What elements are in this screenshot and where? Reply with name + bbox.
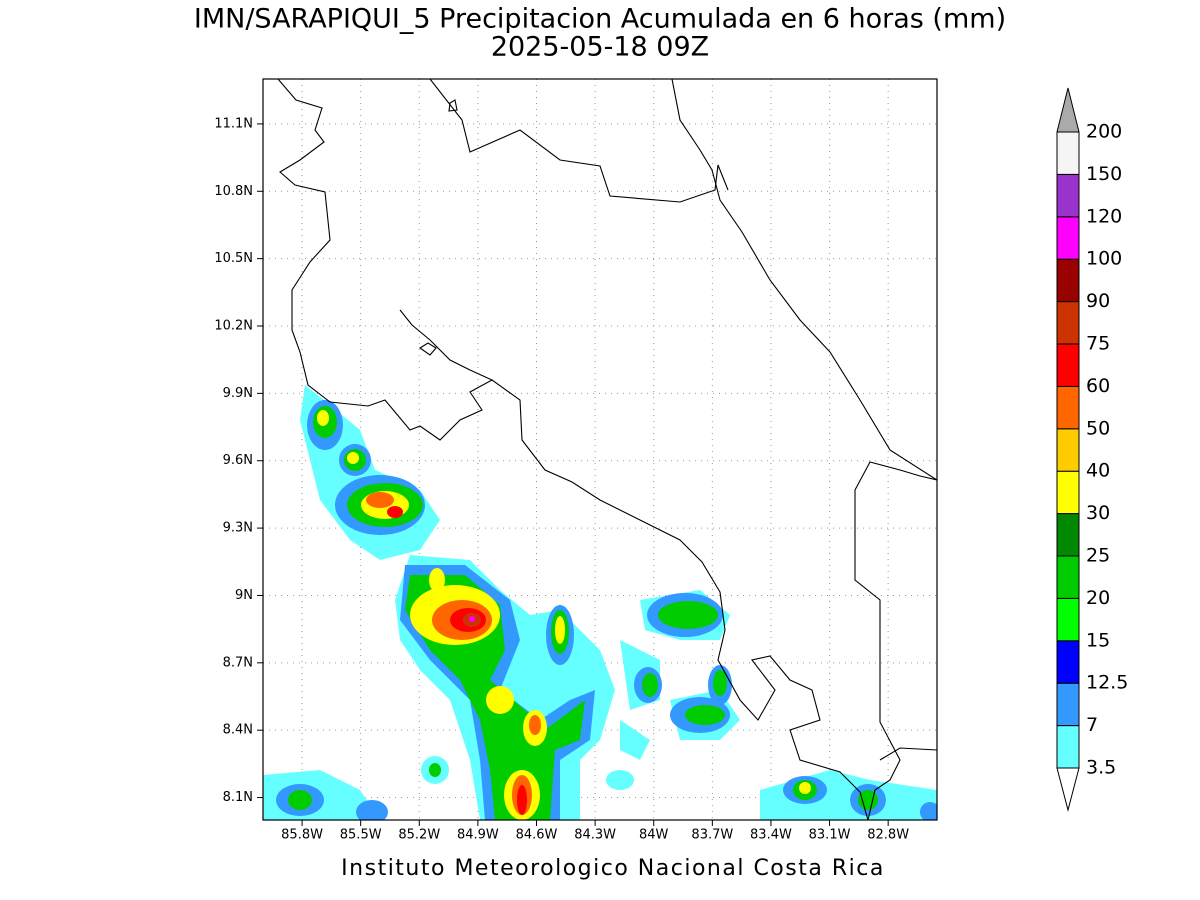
colorbar-segment [1056,258,1080,303]
colorbar-label: 3.5 [1086,757,1116,779]
colorbar-segment [1056,682,1080,727]
map-frame [262,78,938,821]
precipitation-field [263,385,937,820]
y-tick-label: 8.4N [223,723,253,738]
x-tick-label: 83.1W [809,828,851,843]
colorbar-label: 20 [1086,587,1110,609]
tick-layer: 85.8W 85.5W 85.2W 84.9W 84.6W 84.3W 84W 83.7W 83… [214,116,909,842]
colorbar-segment [1056,470,1080,515]
x-tick-label: 84.9W [457,828,499,843]
x-tick-label: 83.7W [691,828,733,843]
x-tick-label: 85.2W [398,828,440,843]
colorbar-label: 25 [1086,545,1110,567]
y-tick-label: 8.1N [223,790,253,805]
y-tick-label: 8.7N [223,655,253,670]
subtitle: 2025-05-18 09Z [491,32,709,63]
colorbar-label: 50 [1086,417,1110,439]
colorbar-label: 15 [1086,629,1110,651]
x-tick-label: 82.8W [867,828,909,843]
colorbar-label: 90 [1086,290,1110,312]
colorbar-label: 40 [1086,460,1110,482]
colorbar: 3.5 7 12.5 15 20 25 30 40 50 60 75 90 100 120 150 200 [1056,87,1128,812]
y-tick-label: 9.9N [223,386,253,401]
x-tick-label: 85.5W [340,828,382,843]
y-tick-label: 9.3N [223,521,253,536]
x-tick-label: 84.3W [574,828,616,843]
x-tick-label: 85.8W [281,828,323,843]
x-tick-label: 84.6W [516,828,558,843]
colorbar-label: 60 [1086,375,1110,397]
y-tick-label: 11.1N [214,116,253,131]
colorbar-label: 100 [1086,248,1122,270]
colorbar-segment [1056,725,1080,769]
colorbar-segment [1056,555,1080,599]
colorbar-label: 75 [1086,333,1110,355]
colorbar-under [1056,767,1080,812]
colorbar-segment [1056,385,1080,430]
colorbar-segment [1056,216,1080,260]
colorbar-label: 120 [1086,205,1122,227]
footer: Instituto Meteorologico Nacional Costa R… [341,856,885,881]
colorbar-segment [1056,428,1080,472]
colorbar-label: 30 [1086,502,1110,524]
colorbar-label: 7 [1086,714,1098,736]
coastlines [277,79,937,820]
colorbar-segment [1056,301,1080,345]
colorbar-over [1056,87,1080,133]
colorbar-segment [1056,131,1080,175]
y-tick-label: 9.6N [223,453,253,468]
y-tick-label: 10.8N [214,184,253,199]
colorbar-label: 200 [1086,121,1122,143]
x-tick-label: 83.4W [750,828,792,843]
x-tick-label: 84W [639,828,669,843]
y-tick-label: 9N [235,588,253,603]
colorbar-label: 150 [1086,163,1122,185]
colorbar-segment [1056,597,1080,642]
y-tick-label: 10.2N [214,319,253,334]
y-tick-label: 10.5N [214,251,253,266]
colorbar-segment [1056,343,1080,387]
colorbar-segment [1056,173,1080,218]
colorbar-label: 12.5 [1086,672,1128,694]
colorbar-segment [1056,513,1080,557]
title: IMN/SARAPIQUI_5 Precipitacion Acumulada … [194,4,1006,35]
colorbar-segment [1056,640,1080,684]
